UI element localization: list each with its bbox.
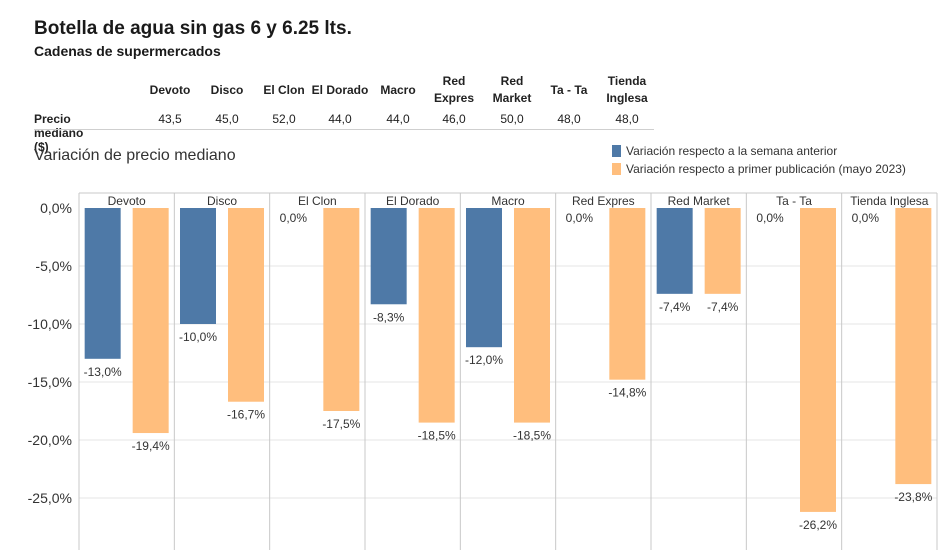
table-cell-price: 52,0: [272, 112, 296, 126]
data-label-weekly: -10,0%: [179, 330, 217, 344]
legend-item-weekly[interactable]: Variación respecto a la semana anterior: [612, 142, 906, 160]
bar-first-publication: [895, 208, 932, 485]
bar-first-publication: [609, 208, 646, 380]
data-label-weekly: -12,0%: [465, 353, 503, 367]
data-label-first-publication: -17,5%: [322, 417, 360, 431]
legend-label-first-publication: Variación respecto a primer publicación …: [626, 162, 906, 176]
data-label-first-publication: -26,2%: [799, 518, 837, 532]
section-title: Variación de precio mediano: [34, 147, 236, 164]
panel-header-label: El Clon: [298, 194, 337, 208]
bar-weekly: [84, 208, 121, 359]
panel-header-label: Macro: [491, 194, 525, 208]
data-label-first-publication: -19,4%: [132, 439, 170, 453]
table-cell-price: 48,0: [557, 112, 581, 126]
table-header: El Clon: [249, 72, 319, 108]
data-label-weekly: 0,0%: [756, 211, 784, 225]
bar-first-publication: [704, 208, 741, 294]
y-tick-label: 0,0%: [40, 200, 72, 216]
data-label-weekly: 0,0%: [852, 211, 880, 225]
panel-header-label: Tienda Inglesa: [850, 194, 929, 208]
table-header-label: Macro: [380, 82, 416, 97]
bar-weekly: [656, 208, 693, 294]
table-header: Red Market: [477, 72, 547, 108]
legend-item-first-publication[interactable]: Variación respecto a primer publicación …: [612, 160, 906, 178]
data-label-weekly: -7,4%: [659, 300, 691, 314]
table-header-label: Red Expres: [433, 74, 475, 105]
table-separator: [34, 129, 654, 130]
y-tick-label: -25,0%: [28, 490, 72, 506]
table-header: Macro: [363, 72, 433, 108]
panel-header-label: El Dorado: [386, 194, 440, 208]
data-label-weekly: -13,0%: [84, 365, 122, 379]
legend[interactable]: Variación respecto a la semana anterior …: [612, 142, 906, 178]
table-cell-price: 46,0: [442, 112, 466, 126]
y-tick-label: -10,0%: [28, 316, 72, 332]
data-label-first-publication: -16,7%: [227, 408, 265, 422]
panel-header-label: Red Market: [668, 194, 731, 208]
table-header: Ta - Ta: [534, 72, 604, 108]
bar-first-publication: [514, 208, 550, 423]
panel-header-label: Red Expres: [572, 194, 635, 208]
bar-weekly: [180, 208, 216, 324]
bar-weekly: [466, 208, 502, 348]
table-header: Tienda Inglesa: [592, 72, 662, 108]
table-header-label: Disco: [210, 82, 244, 97]
data-label-first-publication: -23,8%: [894, 490, 932, 504]
legend-swatch-orange: [612, 163, 621, 175]
table-header-label: Devoto: [149, 82, 191, 97]
y-tick-label: -5,0%: [35, 258, 72, 274]
table-header-label: Ta - Ta: [550, 82, 588, 97]
panel-header-label: Devoto: [108, 194, 146, 208]
data-label-first-publication: -7,4%: [707, 300, 739, 314]
data-label-weekly: -8,3%: [373, 310, 405, 324]
table-cell-price: 45,0: [215, 112, 239, 126]
data-label-first-publication: -18,5%: [513, 429, 551, 443]
table-header-label: Tienda Inglesa: [606, 74, 648, 105]
table-header-label: El Clon: [263, 82, 305, 97]
chart-subtitle: Cadenas de supermercados: [34, 43, 221, 59]
data-label-weekly: 0,0%: [566, 211, 594, 225]
y-tick-label: -20,0%: [28, 432, 72, 448]
data-label-first-publication: -14,8%: [608, 386, 646, 400]
table-header-label: Red Market: [492, 74, 532, 105]
table-header-label: El Dorado: [311, 82, 369, 97]
table-cell-price: 44,0: [386, 112, 410, 126]
bar-first-publication: [228, 208, 264, 402]
bar-first-publication: [418, 208, 455, 423]
bar-weekly: [370, 208, 407, 305]
table-header: Devoto: [135, 72, 205, 108]
table-cell-price: 43,5: [158, 112, 182, 126]
panel-header-label: Disco: [207, 194, 237, 208]
table-cell-price: 50,0: [500, 112, 524, 126]
table-header: Disco: [192, 72, 262, 108]
bar-first-publication: [323, 208, 360, 411]
data-label-first-publication: -18,5%: [418, 429, 456, 443]
panel-header-label: Ta - Ta: [776, 194, 812, 208]
bar-first-publication: [132, 208, 169, 434]
legend-label-weekly: Variación respecto a la semana anterior: [626, 144, 838, 158]
table-cell-price: 48,0: [615, 112, 639, 126]
table-header: Red Expres: [419, 72, 489, 108]
data-label-weekly: 0,0%: [280, 211, 308, 225]
table-header: El Dorado: [305, 72, 375, 108]
chart-title: Botella de agua sin gas 6 y 6.25 lts.: [34, 18, 352, 39]
table-cell-price: 44,0: [328, 112, 352, 126]
legend-swatch-blue: [612, 145, 621, 157]
bar-first-publication: [800, 208, 836, 512]
y-tick-label: -15,0%: [28, 374, 72, 390]
